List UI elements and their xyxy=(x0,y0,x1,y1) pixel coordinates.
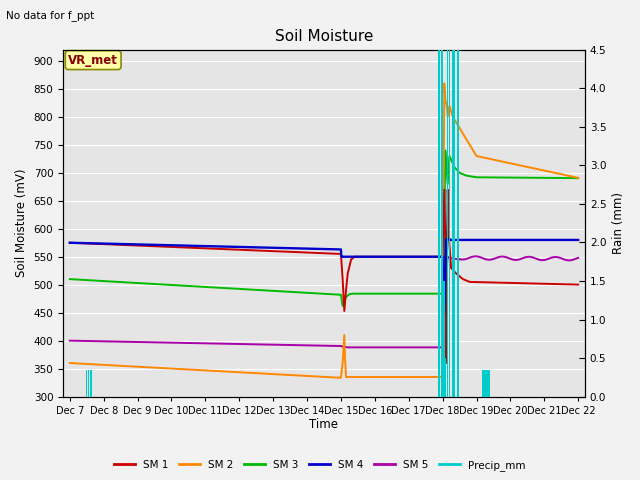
Bar xyxy=(444,281,445,396)
Bar xyxy=(442,50,444,396)
Bar xyxy=(483,370,484,396)
Bar xyxy=(486,370,487,396)
Bar xyxy=(454,50,456,396)
Bar xyxy=(438,50,439,396)
Bar xyxy=(88,370,89,396)
Bar xyxy=(451,50,452,396)
Bar xyxy=(439,50,440,396)
Y-axis label: Rain (mm): Rain (mm) xyxy=(612,192,625,254)
Bar xyxy=(453,50,454,396)
Bar xyxy=(449,50,450,396)
Bar xyxy=(489,370,490,396)
Title: Soil Moisture: Soil Moisture xyxy=(275,29,373,44)
Legend: SM 1, SM 2, SM 3, SM 4, SM 5, Precip_mm: SM 1, SM 2, SM 3, SM 4, SM 5, Precip_mm xyxy=(110,456,530,475)
Bar xyxy=(484,370,486,396)
Bar xyxy=(441,50,442,396)
Bar xyxy=(86,370,87,396)
Bar xyxy=(457,50,458,396)
Y-axis label: Soil Moisture (mV): Soil Moisture (mV) xyxy=(15,169,28,277)
Bar xyxy=(447,50,448,396)
Bar xyxy=(458,50,460,396)
Text: No data for f_ppt: No data for f_ppt xyxy=(6,10,95,21)
Bar xyxy=(445,358,446,396)
X-axis label: Time: Time xyxy=(310,419,339,432)
Bar xyxy=(90,370,91,396)
Text: VR_met: VR_met xyxy=(68,54,118,67)
Bar xyxy=(482,370,483,396)
